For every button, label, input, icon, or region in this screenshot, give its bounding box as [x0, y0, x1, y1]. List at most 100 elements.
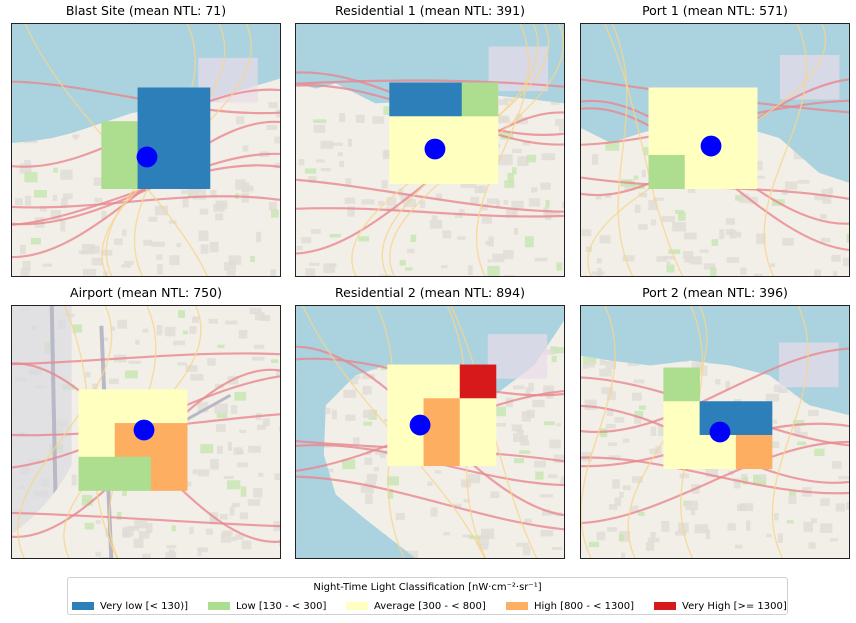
minor-road: [475, 24, 530, 276]
urban-block: [81, 494, 93, 506]
urban-block: [192, 317, 199, 323]
urban-block: [133, 538, 144, 548]
urban-block: [169, 255, 180, 266]
ntl-cell-low: [648, 154, 686, 189]
urban-block: [274, 473, 280, 481]
urban-block: [185, 365, 198, 372]
urban-block: [192, 469, 198, 475]
urban-block: [128, 360, 141, 364]
legend-label: Very High [>= 1300]: [682, 600, 787, 612]
urban-block: [520, 435, 528, 442]
urban-block: [756, 175, 765, 179]
urban-block: [496, 154, 507, 166]
urban-block: [364, 445, 376, 450]
urban-block: [320, 167, 331, 172]
major-road: [581, 456, 849, 495]
urban-block: [512, 167, 517, 175]
urban-block: [210, 458, 219, 470]
urban-block: [351, 376, 359, 385]
urban-block: [734, 544, 743, 549]
urban-block: [727, 523, 736, 531]
urban-block: [379, 274, 392, 276]
urban-block: [384, 149, 392, 158]
urban-block: [82, 243, 96, 255]
urban-block: [95, 520, 101, 524]
urban-block: [461, 479, 471, 488]
ntl-cell-average: [423, 364, 461, 399]
urban-block: [296, 245, 303, 251]
urban-block: [522, 140, 530, 146]
urban-block: [770, 263, 776, 268]
ntl-cell-very-low: [389, 82, 426, 117]
urban-block: [846, 501, 849, 510]
urban-block: [199, 547, 208, 553]
urban-block: [233, 447, 243, 455]
urban-block: [373, 467, 380, 472]
urban-block: [512, 148, 522, 153]
urban-block: [486, 198, 499, 205]
urban-block: [633, 379, 645, 384]
panel-title: Airport (mean NTL: 750): [70, 285, 222, 300]
urban-block: [492, 422, 506, 427]
urban-block: [345, 178, 352, 187]
ntl-grid: [387, 364, 497, 467]
map-panel: Port 2 (mean NTL: 396): [580, 285, 850, 559]
urban-block: [490, 491, 500, 499]
ntl-cell-low: [101, 154, 138, 189]
major-road: [296, 207, 564, 218]
urban-block: [50, 210, 62, 220]
urban-block: [588, 541, 600, 548]
urban-block: [831, 254, 841, 262]
ntl-cell-very-low: [173, 154, 211, 189]
urban-block: [347, 206, 355, 217]
urban-block: [249, 307, 262, 315]
urban-block: [270, 269, 277, 276]
urban-block: [168, 220, 177, 224]
ntl-cell-average: [684, 154, 722, 189]
major-road: [296, 178, 564, 213]
urban-block: [377, 200, 385, 206]
urban-block: [157, 264, 163, 275]
urban-block: [197, 547, 202, 557]
panel-title: Port 2 (mean NTL: 396): [642, 285, 788, 300]
urban-block: [846, 233, 849, 243]
urban-block: [404, 550, 419, 558]
urban-block: [687, 187, 696, 194]
urban-block: [511, 424, 523, 432]
urban-block: [742, 477, 749, 485]
urban-block: [622, 438, 630, 443]
urban-block: [545, 199, 550, 208]
ntl-cell-average: [459, 398, 497, 433]
legend-swatch: [654, 602, 676, 610]
minor-road: [611, 24, 634, 276]
urban-block: [143, 239, 153, 246]
urban-block: [142, 328, 149, 333]
urban-block: [675, 210, 685, 214]
urban-block: [690, 507, 696, 516]
urban-block: [539, 494, 553, 498]
map-panel: Blast Site (mean NTL: 71): [11, 3, 281, 277]
urban-block: [257, 424, 267, 430]
urban-block: [503, 250, 514, 260]
ntl-cell-average: [387, 432, 424, 467]
urban-block: [381, 180, 388, 189]
location-marker: [424, 138, 446, 160]
ntl-cell-high: [423, 432, 461, 467]
urban-block: [596, 258, 602, 264]
urban-block: [831, 461, 842, 469]
urban-block: [535, 471, 544, 480]
urban-block: [549, 439, 561, 449]
urban-block: [171, 525, 176, 532]
urban-block: [808, 542, 816, 549]
ntl-grid: [78, 389, 188, 491]
urban-block: [702, 365, 708, 376]
location-marker: [409, 414, 431, 436]
urban-block: [618, 534, 624, 541]
major-road: [12, 352, 280, 366]
urban-block: [375, 450, 388, 456]
urban-block: [519, 450, 531, 454]
urban-block: [210, 517, 218, 525]
urban-block: [492, 253, 505, 263]
location-marker: [133, 419, 155, 441]
basemap-map: [295, 23, 565, 277]
